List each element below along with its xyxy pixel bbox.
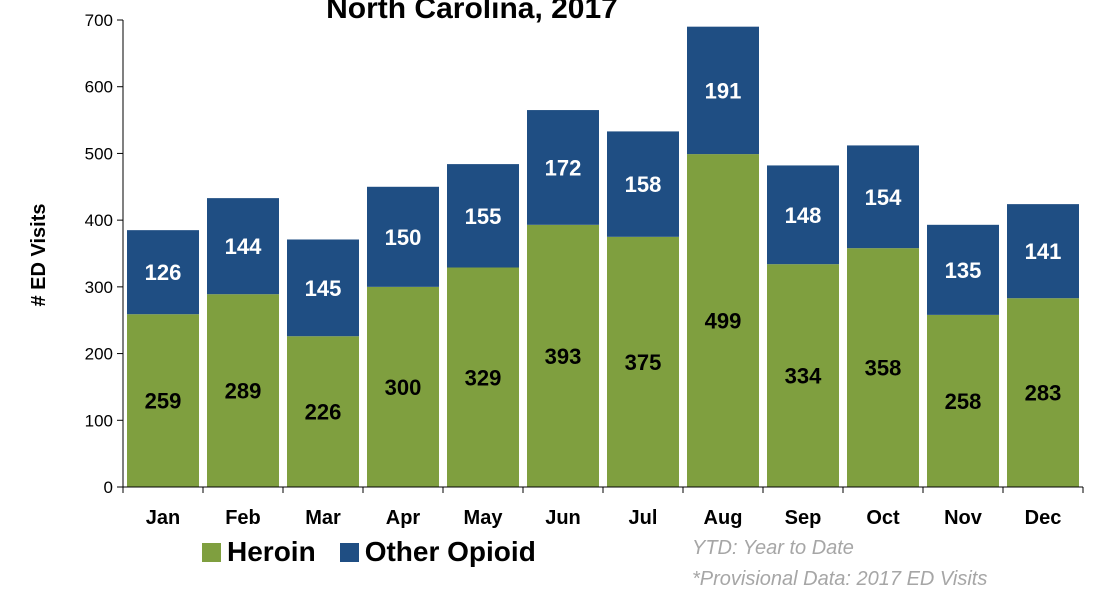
bar-other-opioid [447,164,519,268]
bar-heroin [127,314,199,487]
bar-heroin [207,294,279,487]
legend-swatch-other-opioid [339,542,359,562]
bar-heroin [687,154,759,488]
x-tick-label: Aug [704,507,743,529]
data-label-other-opioid: 141 [1025,239,1062,264]
legend-label-heroin: Heroin [227,536,316,567]
bar-other-opioid [127,230,199,315]
data-label-heroin: 283 [1025,381,1062,406]
data-label-other-opioid: 135 [945,258,982,283]
x-tick-label: Dec [1025,507,1062,529]
data-label-other-opioid: 172 [545,155,582,180]
ytd-note: YTD: Year to Date [692,537,854,559]
data-label-heroin: 375 [625,350,662,375]
data-label-other-opioid: 191 [705,78,742,103]
bar-other-opioid [1007,204,1079,299]
bar-other-opioid [367,186,439,287]
data-label-other-opioid: 126 [145,260,182,285]
data-label-heroin: 499 [705,309,742,334]
data-label-other-opioid: 154 [865,185,902,210]
x-tick-label: Sep [785,507,822,529]
y-tick-label: 100 [85,411,113,430]
bar-other-opioid [687,26,759,155]
x-axis: Jan Feb Mar Apr May Jun Jul Aug Sep Oct Nov Dec [122,486,1084,529]
data-label-other-opioid: 158 [625,172,662,197]
legend-item-other-opioid: Other Opioid [339,536,536,568]
y-tick-label: 0 [104,478,113,497]
bar-heroin [367,286,439,487]
bar-other-opioid [527,110,599,225]
data-label-heroin: 300 [385,375,422,400]
bar-other-opioid [287,239,359,337]
y-tick-label: 600 [85,78,113,97]
legend-label-other-opioid: Other Opioid [364,536,536,567]
bar-heroin [767,264,839,487]
bar-heroin [927,314,999,487]
y-tick-label: 300 [85,278,113,297]
y-tick-label: 400 [85,211,113,230]
x-tick-label: Nov [944,507,983,529]
data-label-heroin: 329 [465,365,502,390]
data-label-heroin: 334 [785,364,822,389]
x-tick-label: Jul [629,507,658,529]
x-tick-label: Jun [545,507,581,529]
x-tick-label: Apr [386,507,421,529]
data-label-heroin: 393 [545,344,582,369]
chart-title: North Carolina, 2017 [326,0,618,25]
bar-other-opioid [767,165,839,265]
data-label-heroin: 226 [305,400,342,425]
data-label-other-opioid: 150 [385,225,422,250]
data-label-other-opioid: 155 [465,204,502,229]
legend: Heroin Other Opioid [202,536,560,568]
y-tick-label: 200 [85,345,113,364]
x-tick-label: Oct [866,507,900,529]
data-label-heroin: 358 [865,356,902,381]
data-label-heroin: 289 [225,379,262,404]
bar-heroin [527,224,599,487]
data-label-heroin: 258 [945,389,982,414]
legend-item-heroin: Heroin [202,536,316,568]
y-tick-label: 700 [85,11,113,30]
x-tick-label: May [464,507,504,529]
y-tick-label: 500 [85,144,113,163]
x-tick-label: Jan [146,507,180,529]
data-label-other-opioid: 145 [305,276,342,301]
x-tick-label: Feb [225,507,261,529]
bar-heroin [287,336,359,487]
bars-group [127,26,1079,488]
bar-heroin [1007,298,1079,487]
data-label-other-opioid: 144 [225,234,262,259]
x-tick-label: Mar [305,507,341,529]
bar-other-opioid [927,224,999,315]
y-axis: 0 100 200 300 400 500 600 700 [85,11,124,497]
bar-other-opioid [847,145,919,249]
y-axis-label: # ED Visits [28,203,50,306]
data-label-heroin: 259 [145,389,182,414]
provisional-note: *Provisional Data: 2017 ED Visits [692,568,988,590]
bar-heroin [607,236,679,487]
bar-heroin [847,248,919,487]
value-labels-group: 259 126 289 144 226 145 300 150 329 155 393 172 375 1… [145,78,1062,424]
data-label-other-opioid: 148 [785,203,822,228]
bar-heroin [447,267,519,487]
bar-other-opioid [607,131,679,237]
legend-swatch-heroin [202,542,221,562]
bar-other-opioid [207,198,279,295]
